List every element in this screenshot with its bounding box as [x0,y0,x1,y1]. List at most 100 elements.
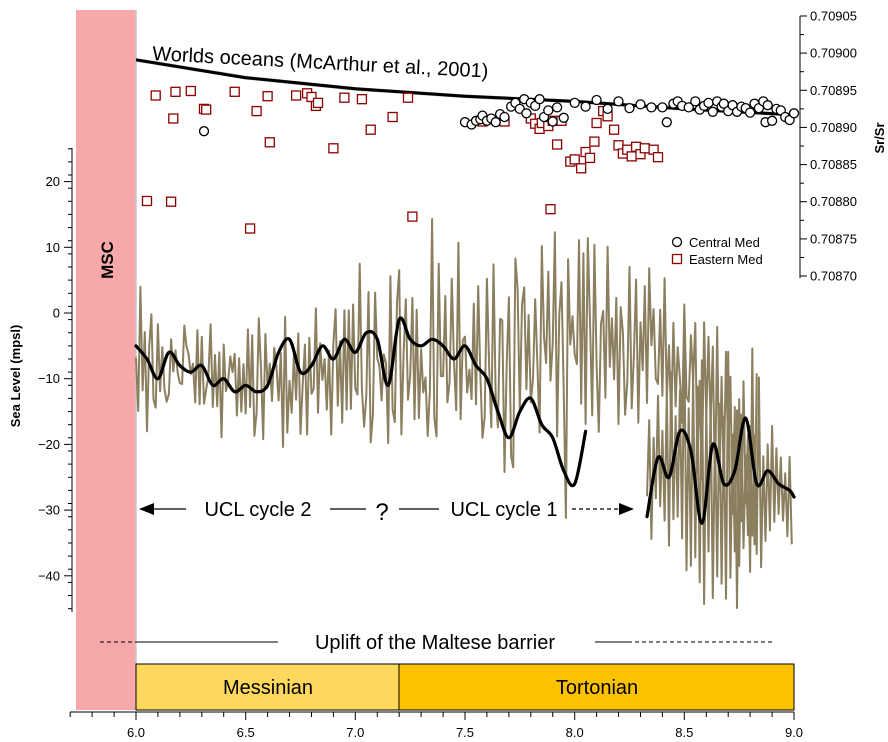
eastern-med-point [402,92,414,103]
worlds-oceans-label: Worlds oceans (McArthur et al., 2001) [152,43,489,83]
central-med-point [703,97,714,109]
eastern-med-point [639,143,650,154]
msc-label: MSC [98,241,117,279]
central-med-point [547,116,558,127]
eastern-med-point [652,152,664,163]
smoothed-sea-level-line-2 [645,416,796,525]
central-med-point [690,96,701,107]
right-axis-tick-label: 0.70870 [810,269,857,284]
left-axis-tick-label: 0 [53,306,60,321]
stage-label-messinian: Messinian [223,677,313,699]
bottom-axis-tick-label: 8.5 [675,725,693,740]
bottom-axis-tick-label: 6.5 [237,725,255,740]
ucl-cycle-1-label: UCL cycle 1 [450,499,557,521]
central-med-point [762,100,773,111]
right-axis-tick-label: 0.70900 [810,46,857,61]
central-med-point [766,115,778,126]
bottom-axis: 6.0 6.5 7.0 7.5 8.0 8.5 9.0 [69,711,803,740]
eastern-med-point [185,85,196,97]
ucl-question-mark: ? [375,499,388,526]
eastern-med-point [551,139,563,150]
eastern-med-point [365,124,376,135]
stage-label-tortonian: Tortonian [556,677,638,699]
legend: Central Med Eastern Med [671,235,763,267]
central-med-point [661,117,672,128]
eastern-med-point [576,163,587,174]
eastern-med-point [244,223,256,234]
eastern-med-point [262,91,273,102]
eastern-med-point [165,196,177,207]
legend-eastern-med-marker [671,253,683,265]
raw-sea-level-layer [135,218,793,609]
stage-box-messinian [135,663,400,711]
bottom-axis-tick-label: 7.5 [456,725,474,740]
central-med-point [602,103,613,115]
central-med-point [558,112,569,123]
eastern-med-point [584,152,596,164]
left-axis-tick-label: 10 [46,240,60,255]
legend-central-med-label: Central Med [689,235,760,250]
bottom-axis-tick-label: 8.0 [566,725,584,740]
central-med-point [624,102,635,114]
right-axis-tick-label: 0.70875 [810,231,857,246]
central-med-point [657,102,668,113]
left-axis-tick-label: −30 [38,503,60,518]
central-med-points [198,94,800,137]
central-med-point [569,97,580,109]
bottom-axis-tick-label: 7.0 [346,725,364,740]
central-med-point [521,108,532,119]
left-axis-tick-label: −10 [38,371,60,386]
central-med-point [683,102,694,113]
eastern-med-point [356,94,368,105]
raw-sea-level-line-1 [135,218,758,609]
central-med-point [744,107,756,118]
eastern-med-point [339,92,350,103]
right-axis-label: Sr/Sr [872,122,887,153]
bottom-axis-tick-label: 6.0 [127,725,145,740]
eastern-med-point [312,97,324,109]
ucl-annotation: UCL cycle 2 ? UCL cycle 1 [139,499,634,526]
eastern-med-point [251,105,262,117]
eastern-med-point [626,151,637,162]
eastern-med-point [407,211,418,222]
legend-central-med-marker [671,236,683,248]
eastern-med-point [569,154,580,165]
left-axis: 20 10 0 −10 −20 −30 −40 [38,148,73,612]
uplift-label: Uplift of the Maltese barrier [315,632,555,654]
eastern-med-point [328,143,339,154]
left-axis-tick-label: −20 [38,437,60,452]
left-axis-tick-label: 20 [46,174,60,189]
central-med-point [707,106,718,117]
right-axis-tick-label: 0.70885 [810,157,857,172]
central-med-point [646,102,657,113]
ucl-cycle-2-arrowhead [139,503,154,515]
central-med-point [635,99,646,110]
stage-box-tortonian [398,663,795,711]
eastern-med-point [290,90,302,101]
central-med-point [613,96,624,107]
bottom-axis-tick-label: 9.0 [785,725,803,740]
smoothed-sea-level-line-1 [134,316,588,488]
central-med-point [490,117,501,128]
ucl-cycle-1-arrowhead [619,503,634,515]
central-med-point [788,108,800,119]
uplift-annotation: Uplift of the Maltese barrier [100,632,772,654]
raw-sea-level-line-2 [646,337,793,606]
legend-eastern-med-label: Eastern Med [689,252,763,267]
central-med-point [543,105,554,116]
eastern-med-point [264,137,275,148]
right-axis-tick-label: 0.70890 [810,120,857,135]
eastern-med-point [229,86,240,97]
right-axis: 0.70905 0.70900 0.70895 0.70890 0.70885 0.708… [799,9,857,284]
eastern-med-point [591,117,602,129]
ucl-cycle-2-label: UCL cycle 2 [204,499,311,521]
right-axis-tick-label: 0.70880 [810,194,857,209]
central-med-point [551,102,563,113]
right-axis-tick-label: 0.70905 [810,9,857,24]
central-med-point [591,94,602,106]
central-med-point [534,94,545,105]
smoothed-sea-level-layer [134,316,796,525]
eastern-med-point [141,195,153,207]
eastern-med-point [201,104,212,115]
